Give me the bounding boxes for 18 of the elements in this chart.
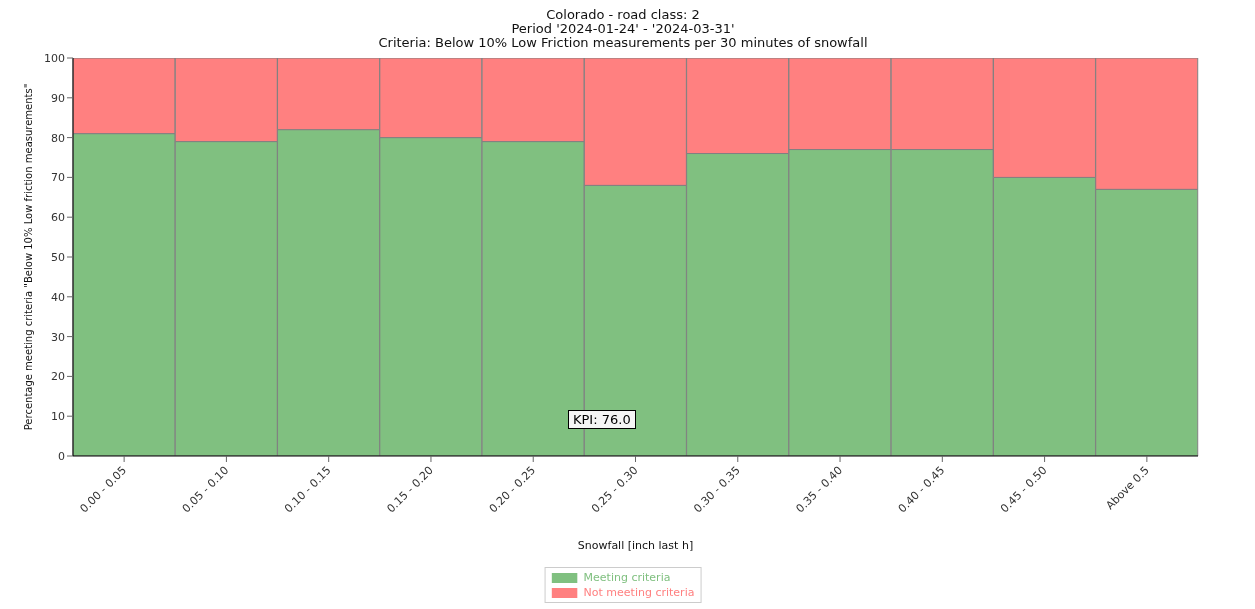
y-tick-label: 30 [51, 330, 65, 344]
y-tick-label: 70 [51, 171, 65, 185]
y-tick-label: 50 [51, 250, 65, 264]
y-tick-label: 0 [58, 449, 65, 463]
chart-subtitle: Period '2024-01-24' - '2024-03-31' Criteria: Below 10% Low Friction measurements per 30 minutes of snowfall [377, 21, 869, 50]
y-tick-label: 90 [51, 91, 65, 105]
y-tick-label: 10 [51, 410, 65, 424]
chart-title: Colorado - road class: 2 [545, 7, 701, 22]
y-tick-label: 100 [44, 51, 65, 65]
y-tick-label: 20 [51, 370, 65, 384]
y-tick-label: 60 [51, 211, 65, 225]
x-axis-title: Snowfall [inch last h] [577, 539, 694, 552]
y-tick-label: 80 [51, 131, 65, 145]
text: Meeting criteria [583, 570, 671, 585]
annotation: KPI: 76.0 [568, 410, 636, 429]
y-axis-title: Percentage meeting criteria "Below 10% Low friction measurements" [22, 83, 34, 431]
y-tick-label: 40 [51, 290, 65, 304]
legend-label: Not meeting criteria [583, 585, 695, 600]
